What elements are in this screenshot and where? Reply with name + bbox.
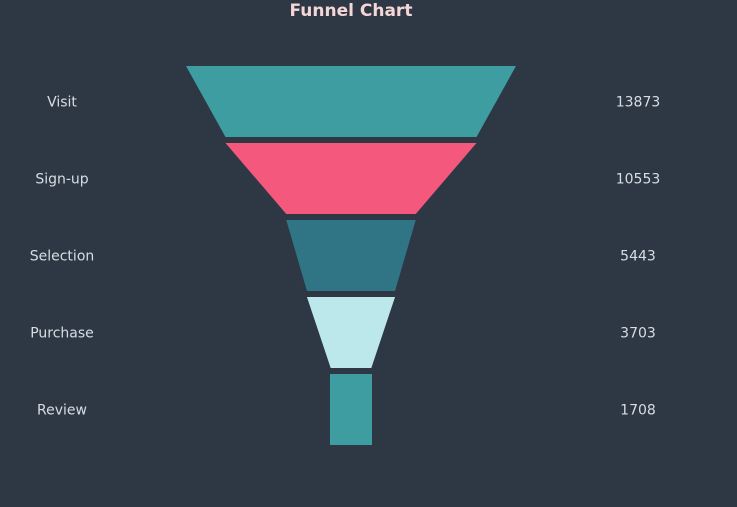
funnel-segment-visit bbox=[186, 66, 516, 137]
stage-label-sign-up: Sign-up bbox=[35, 172, 88, 188]
stage-labels: Visit Sign-up Selection Purchase Review bbox=[30, 95, 95, 419]
value-label-visit: 13873 bbox=[616, 95, 661, 111]
stage-label-visit: Visit bbox=[47, 95, 77, 111]
value-label-sign-up: 10553 bbox=[616, 172, 661, 188]
funnel-segment-review bbox=[330, 374, 372, 445]
funnel-segment-sign-up bbox=[225, 143, 477, 214]
value-label-selection: 5443 bbox=[620, 249, 656, 265]
value-label-purchase: 3703 bbox=[620, 326, 656, 342]
stage-label-purchase: Purchase bbox=[30, 326, 94, 342]
value-labels: 13873 10553 5443 3703 1708 bbox=[616, 95, 661, 419]
funnel-segment-selection bbox=[286, 220, 416, 291]
funnel-segment-purchase bbox=[306, 297, 396, 368]
stage-label-selection: Selection bbox=[30, 249, 95, 265]
chart-title: Funnel Chart bbox=[290, 1, 413, 21]
value-label-review: 1708 bbox=[620, 403, 656, 419]
stage-label-review: Review bbox=[37, 403, 87, 419]
funnel-segments bbox=[186, 66, 516, 445]
